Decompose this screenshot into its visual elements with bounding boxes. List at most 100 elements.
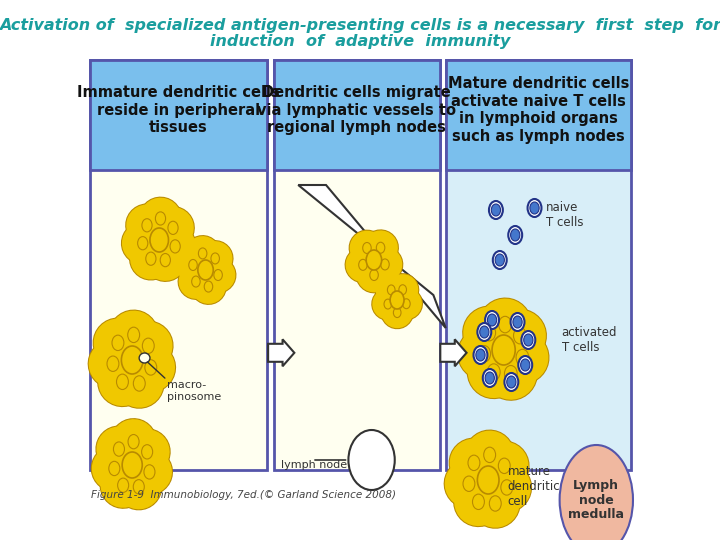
Bar	[274, 60, 439, 470]
Circle shape	[505, 373, 518, 391]
Circle shape	[128, 435, 139, 449]
Circle shape	[521, 331, 535, 349]
Circle shape	[143, 338, 154, 354]
Circle shape	[518, 356, 532, 374]
Circle shape	[150, 228, 168, 252]
Circle shape	[485, 311, 499, 329]
Circle shape	[492, 251, 507, 269]
Polygon shape	[298, 185, 446, 328]
Circle shape	[156, 212, 166, 225]
Circle shape	[192, 276, 200, 287]
Circle shape	[359, 259, 367, 271]
Ellipse shape	[139, 353, 150, 363]
Circle shape	[472, 494, 485, 510]
Circle shape	[381, 259, 390, 270]
Circle shape	[492, 335, 516, 365]
Text: Mature dendritic cells
activate naive T cells
in lymphoid organs
such as lymph n: Mature dendritic cells activate naive T …	[448, 76, 629, 144]
Circle shape	[402, 299, 410, 309]
Circle shape	[507, 376, 516, 388]
Circle shape	[390, 291, 404, 309]
Circle shape	[377, 242, 384, 253]
Text: naive
T cells: naive T cells	[546, 201, 584, 229]
Circle shape	[474, 346, 487, 364]
Circle shape	[384, 299, 392, 309]
Circle shape	[510, 229, 520, 241]
Circle shape	[366, 250, 382, 270]
Circle shape	[363, 242, 372, 253]
Circle shape	[521, 359, 530, 371]
Circle shape	[513, 316, 522, 328]
Text: Dendritic cells migrate
via lymphatic vessels to
regional lymph nodes: Dendritic cells migrate via lymphatic ve…	[257, 85, 456, 135]
Circle shape	[198, 260, 213, 280]
Circle shape	[370, 269, 378, 280]
Ellipse shape	[559, 445, 633, 540]
Circle shape	[211, 253, 220, 264]
Circle shape	[117, 374, 128, 389]
Circle shape	[142, 219, 152, 232]
Text: Immature dendritic cells
reside in peripheral
tissues: Immature dendritic cells reside in perip…	[77, 85, 280, 135]
FancyArrow shape	[268, 339, 294, 366]
Circle shape	[485, 372, 495, 384]
Text: Figure 1-9  Immunobiology, 7ed.(© Garland Science 2008): Figure 1-9 Immunobiology, 7ed.(© Garland…	[91, 490, 396, 500]
Circle shape	[499, 316, 511, 333]
Circle shape	[501, 480, 513, 495]
Circle shape	[189, 260, 197, 271]
Circle shape	[505, 366, 517, 382]
Circle shape	[145, 360, 157, 375]
Text: lymph node: lymph node	[282, 460, 347, 470]
Circle shape	[145, 252, 156, 265]
Text: induction  of  adaptive  immunity: induction of adaptive immunity	[210, 34, 510, 49]
Circle shape	[487, 314, 497, 326]
Circle shape	[490, 496, 501, 511]
Text: Activation of  specialized antigen-presenting cells is a necessary  first  step : Activation of specialized antigen-presen…	[0, 18, 720, 33]
FancyArrow shape	[441, 339, 467, 366]
Bar	[90, 60, 267, 470]
Circle shape	[348, 430, 395, 490]
Circle shape	[199, 248, 207, 259]
Circle shape	[133, 376, 145, 391]
Circle shape	[491, 204, 500, 216]
Circle shape	[478, 346, 490, 362]
Circle shape	[484, 447, 495, 463]
Circle shape	[204, 281, 212, 292]
Circle shape	[498, 458, 510, 474]
Bar	[446, 60, 631, 470]
Circle shape	[523, 334, 533, 346]
Bar	[90, 60, 267, 170]
Circle shape	[161, 253, 171, 267]
Circle shape	[480, 326, 489, 338]
Text: mature
dendritic
cell: mature dendritic cell	[508, 465, 560, 508]
Circle shape	[168, 221, 178, 234]
Bar	[274, 60, 439, 170]
Text: Lymph
node
medulla: Lymph node medulla	[568, 478, 624, 522]
Circle shape	[387, 285, 395, 295]
Bar	[446, 60, 631, 170]
Circle shape	[468, 455, 480, 470]
Circle shape	[393, 308, 401, 318]
Circle shape	[513, 327, 526, 344]
Circle shape	[399, 285, 407, 295]
Circle shape	[142, 444, 153, 459]
Circle shape	[112, 335, 124, 350]
Circle shape	[170, 240, 180, 253]
Circle shape	[463, 476, 475, 491]
Circle shape	[127, 327, 140, 342]
Circle shape	[516, 349, 528, 366]
Circle shape	[144, 465, 155, 479]
Circle shape	[510, 313, 524, 331]
Circle shape	[476, 349, 485, 361]
Circle shape	[109, 461, 120, 476]
Text: activated
T cells: activated T cells	[562, 326, 617, 354]
Circle shape	[138, 237, 148, 250]
Circle shape	[117, 478, 129, 492]
Circle shape	[107, 356, 119, 372]
Circle shape	[483, 369, 497, 387]
Circle shape	[495, 254, 505, 266]
Circle shape	[487, 364, 500, 380]
Circle shape	[214, 269, 222, 280]
Circle shape	[477, 466, 499, 494]
Circle shape	[477, 323, 491, 341]
Circle shape	[489, 201, 503, 219]
Circle shape	[528, 199, 541, 217]
Circle shape	[508, 226, 522, 244]
